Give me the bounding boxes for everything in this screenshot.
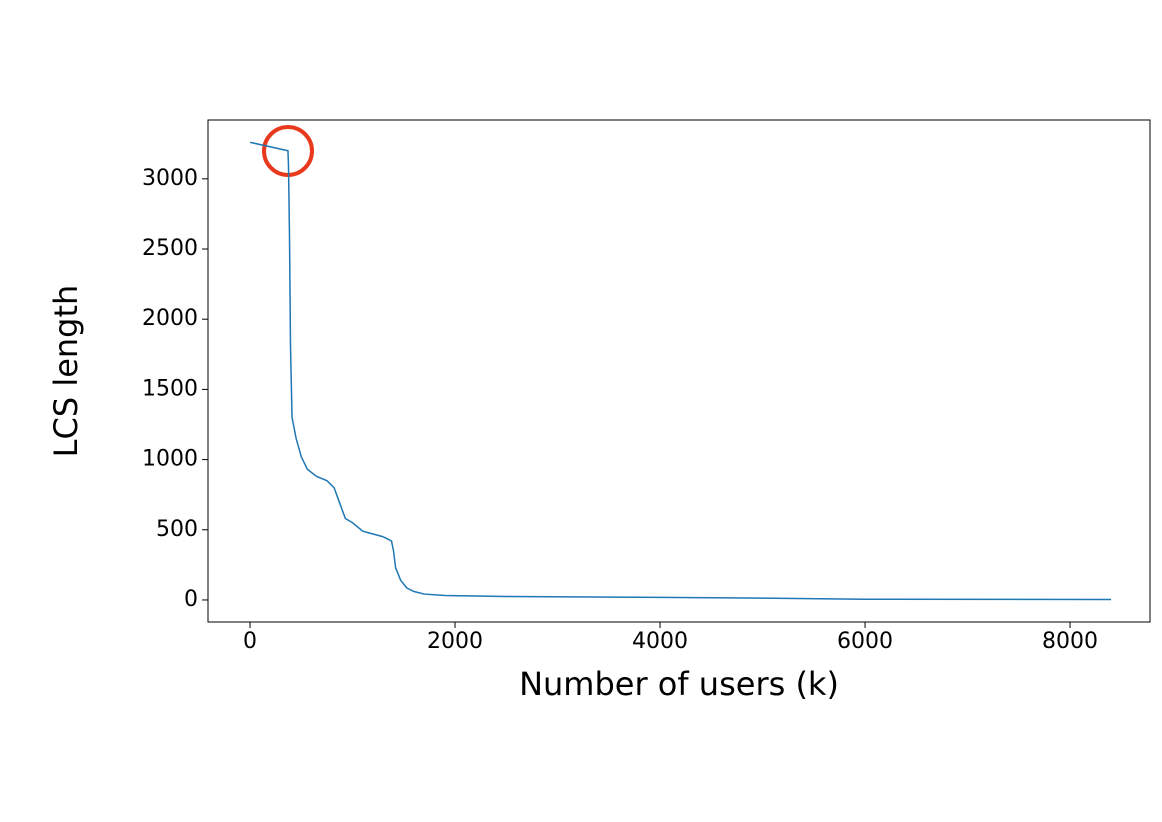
data-line xyxy=(249,141,1112,601)
y-tick-label: 3000 xyxy=(142,166,198,191)
y-axis-label: LCS length xyxy=(47,285,85,458)
y-tick-label: 500 xyxy=(156,517,198,542)
y-tick-label: 0 xyxy=(184,587,198,612)
y-tick-label: 1500 xyxy=(142,376,198,401)
x-tick-label: 8000 xyxy=(1042,629,1098,654)
plot-frame xyxy=(207,119,1151,623)
y-tick-label: 1000 xyxy=(142,447,198,472)
y-tick-label: 2000 xyxy=(142,306,198,331)
x-tick-label: 4000 xyxy=(632,629,688,654)
x-tick-label: 0 xyxy=(243,629,257,654)
x-tick-label: 6000 xyxy=(837,629,893,654)
y-tick-label: 2500 xyxy=(142,236,198,261)
x-axis-label: Number of users (k) xyxy=(519,665,839,703)
x-tick-label: 2000 xyxy=(427,629,483,654)
